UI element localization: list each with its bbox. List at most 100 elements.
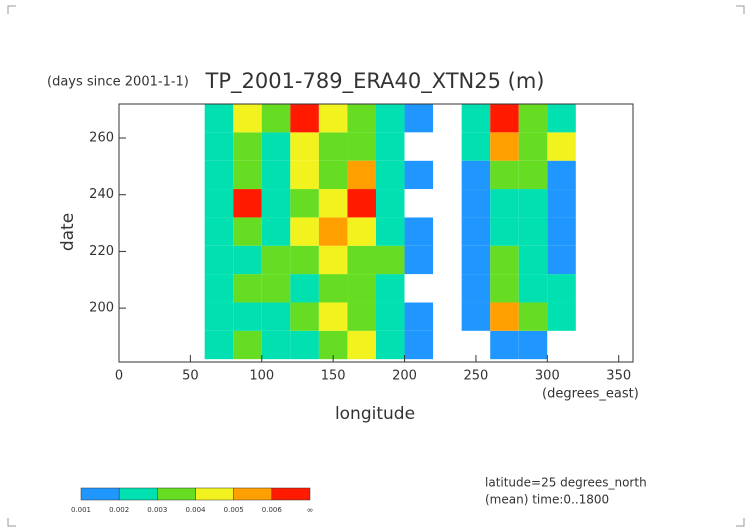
plot-frame bbox=[118, 103, 634, 363]
heat-cell bbox=[433, 189, 462, 218]
colorbar-swatch bbox=[233, 487, 273, 501]
x-axis-label: longitude bbox=[335, 404, 415, 424]
heat-cell bbox=[404, 302, 434, 331]
heat-cell bbox=[575, 245, 605, 275]
heat-cell bbox=[376, 217, 405, 246]
heat-cell bbox=[318, 189, 348, 218]
heat-cell bbox=[176, 104, 205, 133]
heat-cell bbox=[433, 302, 462, 331]
heat-cell bbox=[575, 330, 605, 360]
heat-cell bbox=[233, 160, 262, 190]
heat-cell bbox=[290, 245, 319, 275]
heat-cell bbox=[518, 274, 548, 303]
colorbar-label: 0.004 bbox=[185, 506, 206, 514]
heat-cell bbox=[461, 104, 491, 133]
x-unit-label: (degrees_east) bbox=[542, 387, 639, 402]
heat-cell bbox=[204, 160, 234, 190]
heat-cell bbox=[433, 104, 462, 133]
heat-cell bbox=[261, 217, 291, 246]
heat-cell bbox=[547, 189, 576, 218]
heat-cell bbox=[347, 245, 376, 275]
heat-cell bbox=[404, 132, 434, 161]
heat-cell bbox=[604, 160, 633, 190]
heat-cell bbox=[604, 189, 633, 218]
colorbar-swatch bbox=[157, 487, 196, 501]
heat-cell bbox=[518, 132, 548, 161]
heat-cell bbox=[404, 274, 434, 303]
heat-cell bbox=[575, 189, 605, 218]
colorbar-swatch bbox=[80, 487, 120, 501]
heat-cell bbox=[376, 302, 405, 331]
colorbar-swatch bbox=[271, 487, 311, 501]
heat-cell bbox=[147, 302, 177, 331]
colorbar-label: 0.003 bbox=[147, 506, 167, 514]
x-tick-label: 0 bbox=[115, 369, 123, 384]
heat-cell bbox=[461, 274, 491, 303]
heat-cell bbox=[461, 132, 491, 161]
heat-cell bbox=[147, 330, 177, 360]
heat-cell bbox=[433, 160, 462, 190]
heat-cell bbox=[176, 274, 205, 303]
heat-cell bbox=[433, 274, 462, 303]
heat-cell bbox=[347, 104, 376, 133]
heat-cell bbox=[490, 104, 519, 133]
heat-cell bbox=[347, 217, 376, 246]
heat-cell bbox=[376, 132, 405, 161]
heat-cell bbox=[119, 330, 148, 360]
colorbar-label: 0.001 bbox=[71, 506, 91, 514]
heat-cell bbox=[233, 330, 262, 360]
heat-cell bbox=[261, 330, 291, 360]
heat-cell bbox=[119, 104, 148, 133]
chart-title: TP_2001-789_ERA40_XTN25 (m) bbox=[205, 69, 545, 94]
heat-cell bbox=[575, 302, 605, 331]
heat-cell bbox=[490, 160, 519, 190]
heat-cell bbox=[604, 245, 633, 275]
annotation: (mean) time:0..1800 bbox=[485, 493, 609, 507]
heat-cell bbox=[119, 217, 148, 246]
heat-cell bbox=[433, 132, 462, 161]
heat-cell bbox=[547, 245, 576, 275]
colorbar-label: ∞ bbox=[307, 506, 314, 515]
heat-cell bbox=[204, 302, 234, 331]
heat-cell bbox=[575, 104, 605, 133]
heat-cell bbox=[318, 160, 348, 190]
heat-cell bbox=[547, 330, 576, 360]
heat-cell bbox=[176, 132, 205, 161]
heat-cell bbox=[204, 330, 234, 360]
heat-cell bbox=[575, 160, 605, 190]
heat-cell bbox=[547, 132, 576, 161]
heat-cell bbox=[604, 302, 633, 331]
x-tick-label: 150 bbox=[321, 369, 346, 384]
heat-cell bbox=[490, 245, 519, 275]
heat-cell bbox=[604, 132, 633, 161]
heat-cell bbox=[261, 302, 291, 331]
heat-cell bbox=[490, 330, 519, 360]
colorbar-label: 0.006 bbox=[262, 506, 283, 514]
heat-cell bbox=[318, 217, 348, 246]
heat-cell bbox=[176, 189, 205, 218]
colorbar-label: 0.002 bbox=[109, 506, 129, 514]
x-tick-label: 250 bbox=[464, 369, 489, 384]
heat-cell bbox=[261, 160, 291, 190]
heat-cell bbox=[119, 132, 148, 161]
heat-cell bbox=[347, 132, 376, 161]
heat-cell bbox=[547, 160, 576, 190]
heat-cell bbox=[290, 274, 319, 303]
heat-cell bbox=[461, 160, 491, 190]
heat-cell bbox=[204, 132, 234, 161]
heat-cell bbox=[347, 189, 376, 218]
heat-cell bbox=[318, 330, 348, 360]
heat-cell bbox=[290, 132, 319, 161]
heat-cell bbox=[318, 245, 348, 275]
heat-cell bbox=[404, 217, 434, 246]
heat-cell bbox=[433, 217, 462, 246]
heat-cell bbox=[518, 104, 548, 133]
heat-cell bbox=[318, 302, 348, 331]
heat-cell bbox=[290, 160, 319, 190]
heat-cell bbox=[261, 189, 291, 218]
heat-cell bbox=[490, 217, 519, 246]
heat-cell bbox=[604, 274, 633, 303]
heat-cell bbox=[233, 217, 262, 246]
heat-cell bbox=[376, 330, 405, 360]
heat-cell bbox=[490, 189, 519, 218]
